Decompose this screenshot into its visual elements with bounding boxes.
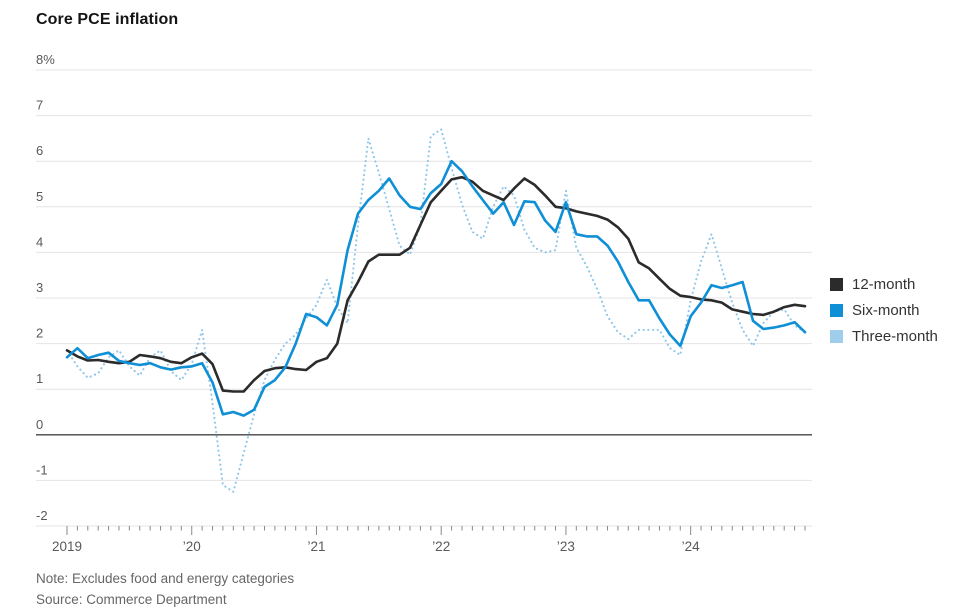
svg-text:0: 0 <box>36 417 43 432</box>
legend-label-12-month: 12-month <box>852 276 916 293</box>
svg-text:2019: 2019 <box>52 539 82 554</box>
svg-text:8%: 8% <box>36 52 55 67</box>
svg-text:6: 6 <box>36 143 43 158</box>
legend-item-three-month: Three-month <box>830 328 938 345</box>
legend-label-six-month: Six-month <box>852 302 920 319</box>
svg-text:1: 1 <box>36 371 43 386</box>
chart-note: Note: Excludes food and energy categorie… <box>36 571 295 586</box>
svg-text:2: 2 <box>36 326 43 341</box>
chart-source: Source: Commerce Department <box>36 592 227 607</box>
legend-label-three-month: Three-month <box>852 328 938 345</box>
svg-text:’22: ’22 <box>432 539 450 554</box>
legend-item-12-month: 12-month <box>830 276 938 293</box>
svg-text:’20: ’20 <box>183 539 201 554</box>
chart-legend: 12-month Six-month Three-month <box>830 276 938 354</box>
page-title: Core PCE inflation <box>36 11 179 28</box>
svg-text:5: 5 <box>36 189 43 204</box>
svg-text:-2: -2 <box>36 508 48 523</box>
svg-text:-1: -1 <box>36 462 48 477</box>
legend-swatch-12-month-icon <box>830 278 843 291</box>
svg-text:4: 4 <box>36 234 43 249</box>
legend-swatch-six-month-icon <box>830 304 843 317</box>
svg-text:3: 3 <box>36 280 43 295</box>
svg-text:7: 7 <box>36 98 43 113</box>
legend-item-six-month: Six-month <box>830 302 938 319</box>
legend-swatch-three-month-icon <box>830 330 843 343</box>
svg-text:’21: ’21 <box>307 539 325 554</box>
svg-text:’23: ’23 <box>557 539 575 554</box>
svg-text:’24: ’24 <box>682 539 701 554</box>
